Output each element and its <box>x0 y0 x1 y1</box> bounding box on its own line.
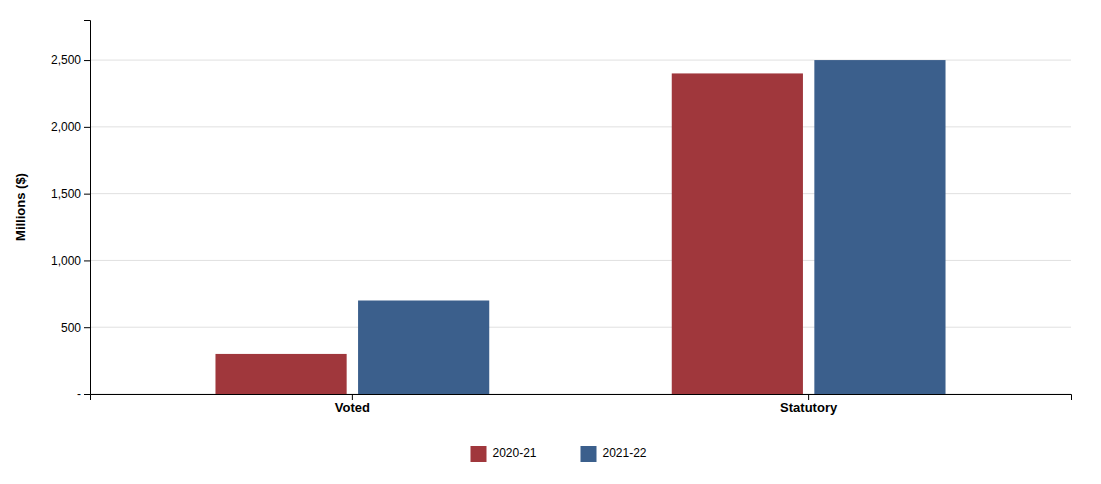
y-tick-mark <box>84 60 90 61</box>
x-axis-line <box>91 395 1072 401</box>
x-tick-mark <box>808 394 809 400</box>
bar-series <box>215 73 802 394</box>
x-tick-label: Voted <box>335 400 370 415</box>
y-tick-mark <box>84 260 90 261</box>
x-axis: Voted Statutory <box>91 394 1072 415</box>
bar <box>215 354 346 394</box>
legend-item: 2020-21 <box>471 446 537 462</box>
bars <box>215 60 945 394</box>
legend-label: 2020-21 <box>493 446 537 460</box>
x-tick: Voted <box>335 394 370 415</box>
plot: - 500 1,000 1,500 2,000 2,500 Voted Statutory <box>51 21 1072 416</box>
bar-series <box>358 60 945 394</box>
legend-swatch <box>471 446 487 462</box>
y-tick: 500 <box>61 321 90 335</box>
y-axis-line <box>84 21 91 395</box>
y-tick-label: - <box>77 387 81 401</box>
y-tick-label: 500 <box>61 321 81 335</box>
y-tick-label: 2,500 <box>51 53 81 67</box>
y-tick: 1,000 <box>51 254 90 268</box>
y-axis-title: Millions ($) <box>13 173 28 241</box>
y-tick-mark <box>84 194 90 195</box>
y-tick-mark <box>84 327 90 328</box>
bar <box>814 60 945 394</box>
y-tick-label: 2,000 <box>51 120 81 134</box>
bar <box>358 301 489 395</box>
y-tick: 2,000 <box>51 120 90 134</box>
x-tick: Statutory <box>780 394 838 415</box>
legend-label: 2021-22 <box>603 446 647 460</box>
x-tick-label: Statutory <box>780 400 838 415</box>
y-tick: - <box>77 387 90 401</box>
chart: - 500 1,000 1,500 2,000 2,500 Voted Statutory Mi… <box>0 0 1101 484</box>
x-tick-mark <box>352 394 353 400</box>
bar <box>672 73 803 394</box>
y-tick: 2,500 <box>51 53 90 67</box>
y-tick-mark <box>84 127 90 128</box>
legend-item: 2021-22 <box>581 446 647 462</box>
y-axis: - 500 1,000 1,500 2,000 2,500 <box>51 21 91 402</box>
y-tick-label: 1,500 <box>51 187 81 201</box>
y-tick-mark <box>84 394 90 395</box>
grid <box>90 60 1071 394</box>
legend-swatch <box>581 446 597 462</box>
y-tick-label: 1,000 <box>51 254 81 268</box>
legend: 2020-21 2021-22 <box>471 446 647 462</box>
y-tick: 1,500 <box>51 187 90 201</box>
